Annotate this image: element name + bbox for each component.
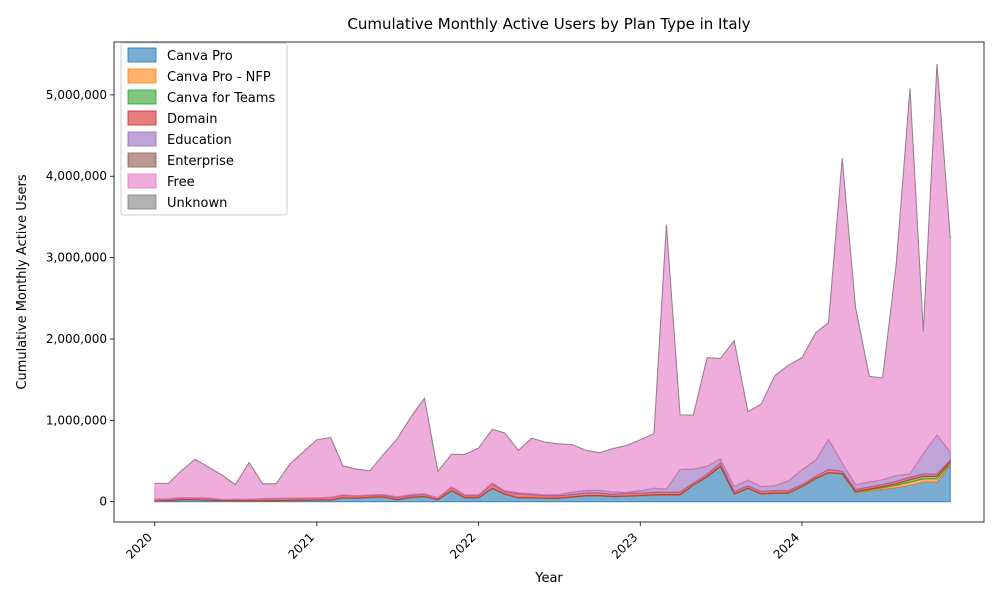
y-tick-label: 2,000,000 — [46, 332, 107, 346]
x-tick-label: 2023 — [609, 530, 640, 561]
legend-swatch — [127, 68, 157, 84]
legend-label: Canva Pro — [167, 49, 233, 64]
x-tick-label: 2022 — [447, 530, 478, 561]
x-tick-label: 2020 — [123, 530, 154, 561]
legend: Canva Pro Canva Pro - NFP Canva for Teams D… — [120, 42, 288, 216]
legend-swatch — [127, 131, 157, 147]
x-axis-label: Year — [534, 571, 563, 586]
legend-label: Education — [167, 133, 232, 148]
legend-swatch — [127, 152, 157, 168]
legend-swatch — [127, 194, 157, 210]
legend-swatch — [127, 89, 157, 105]
legend-label: Canva Pro - NFP — [167, 70, 271, 85]
legend-swatch — [127, 173, 157, 189]
plot-frame — [113, 41, 985, 523]
x-tick-label: 2024 — [771, 530, 802, 561]
x-tick-label: 2021 — [286, 530, 317, 561]
legend-label: Unknown — [167, 196, 227, 211]
y-tick-label: 0 — [99, 495, 107, 509]
y-tick-label: 5,000,000 — [46, 88, 107, 102]
legend-box — [120, 42, 288, 216]
y-axis: 0 1,000,000 2,000,000 3,000,000 4,000,000 5,0… — [46, 88, 114, 509]
y-axis-label: Cumulative Monthly Active Users — [15, 174, 30, 389]
y-tick-label: 3,000,000 — [46, 251, 107, 265]
legend-swatch — [127, 47, 157, 63]
legend-label: Canva for Teams — [167, 91, 275, 106]
y-tick-label: 4,000,000 — [46, 169, 107, 183]
legend-swatch — [127, 110, 157, 126]
legend-label: Enterprise — [167, 154, 234, 169]
legend-label: Domain — [167, 112, 217, 127]
area-series-7 — [154, 63, 951, 486]
x-axis: 2020 2021 2022 2023 2024 — [123, 522, 803, 562]
legend-label: Free — [167, 175, 195, 190]
area-series-group — [154, 63, 951, 503]
chart-title: Cumulative Monthly Active Users by Plan … — [347, 15, 750, 33]
y-tick-label: 1,000,000 — [46, 413, 107, 427]
